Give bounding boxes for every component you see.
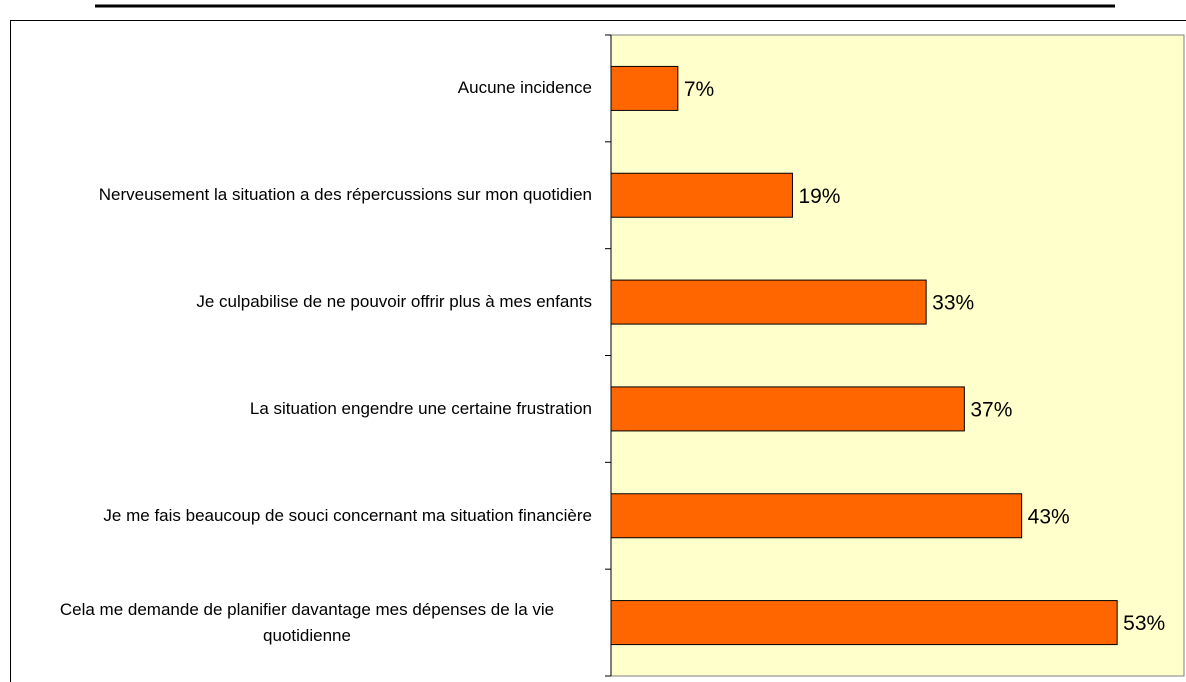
category-label: Nerveusement la situation a des répercus…: [98, 185, 592, 205]
category-label-box: Aucune incidence: [20, 58, 592, 118]
bar: [610, 279, 927, 325]
bar: [610, 386, 965, 432]
bar: [610, 172, 793, 218]
bar: [610, 493, 1023, 539]
value-label: 19%: [798, 185, 840, 208]
value-label: 33%: [932, 292, 974, 315]
value-label: 7%: [684, 78, 714, 101]
chart-frame: [10, 20, 1186, 682]
category-label: La situation engendre une certaine frust…: [249, 398, 592, 418]
bar: [610, 600, 1118, 646]
category-label: Cela me demande de planifier davantage m…: [59, 599, 555, 645]
bar: [610, 65, 679, 111]
value-label: 53%: [1123, 612, 1165, 635]
value-label: 43%: [1028, 505, 1070, 528]
category-label: Aucune incidence: [457, 78, 592, 98]
category-label: Je culpabilise de ne pouvoir offrir plus…: [196, 292, 592, 312]
category-label-box: Je me fais beaucoup de souci concernant …: [20, 486, 592, 546]
category-label-box: Je culpabilise de ne pouvoir offrir plus…: [20, 272, 592, 332]
category-label: Je me fais beaucoup de souci concernant …: [103, 505, 592, 525]
category-label-box: Cela me demande de planifier davantage m…: [20, 593, 592, 653]
category-label-box: La situation engendre une certaine frust…: [20, 379, 592, 439]
plot-area: [610, 34, 1185, 677]
value-label: 37%: [970, 398, 1012, 421]
category-label-box: Nerveusement la situation a des répercus…: [20, 165, 592, 225]
